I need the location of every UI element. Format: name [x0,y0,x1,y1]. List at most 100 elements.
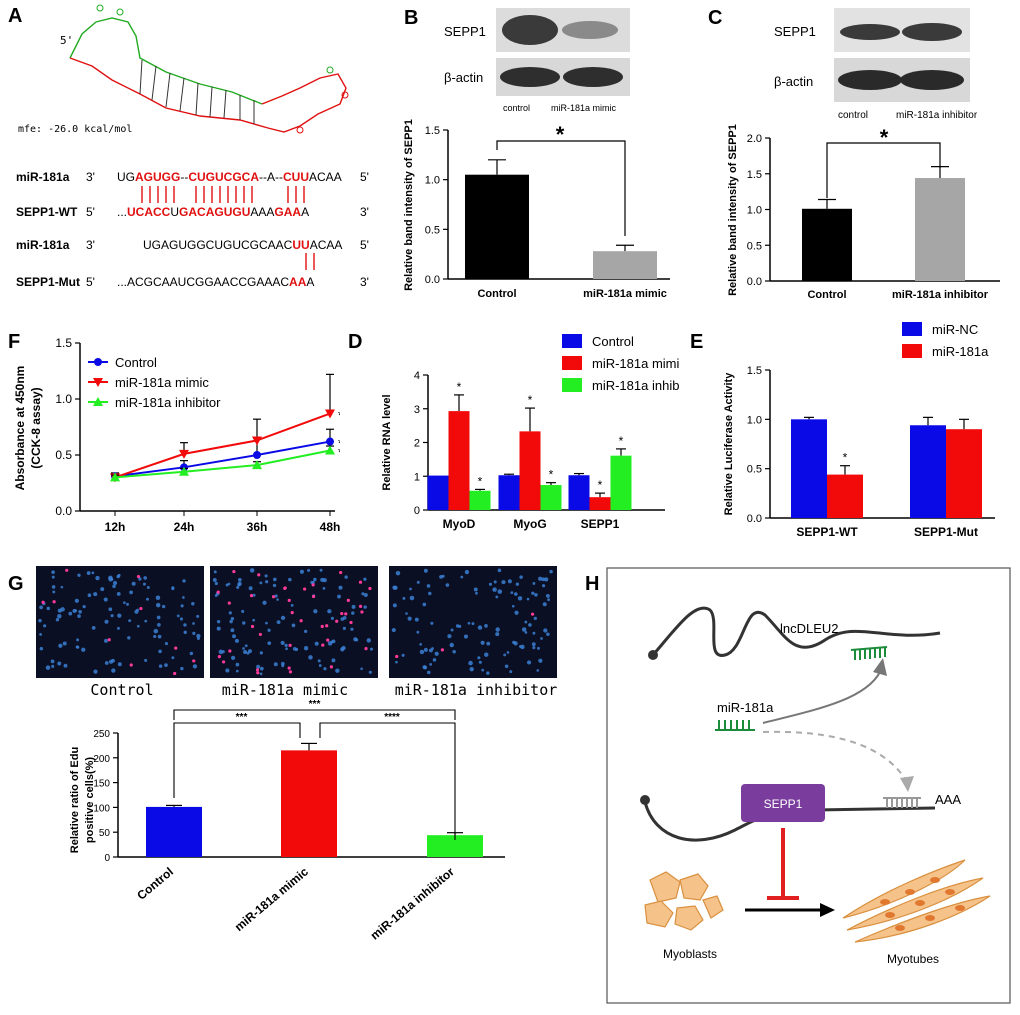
nucleus-dot [513,592,518,596]
nucleus-dot [335,668,340,673]
nucleus-dot [262,600,267,605]
edu-dot [290,611,294,615]
myoblast-cells [644,871,724,931]
significance-star: * [598,478,603,492]
seq-end3: 5' [360,238,369,252]
nucleus-dot [313,577,317,582]
nucleus-dot [538,576,543,581]
western-blot-sepp1 [496,8,630,52]
nucleus-dot [280,615,286,621]
nucleus-dot [116,591,121,596]
diagram-frame [606,567,1011,1004]
significance-star: * [338,446,340,460]
nucleus-dot [392,585,397,590]
significance-label: **** [384,712,400,723]
western-blot-actin [834,58,970,102]
significance-bracket [496,140,626,236]
nucleus-dot [319,568,323,572]
data-point [253,451,261,459]
nucleus-dot [51,575,55,579]
nucleus-dot [57,661,62,666]
nucleus-dot [419,649,425,655]
nucleus-dot [131,581,136,586]
nucleus-dot [244,644,248,648]
nucleus-dot [52,590,56,594]
nucleus-dot [86,571,91,575]
nucleus-dot [38,618,42,623]
y-tick-label: 0 [414,505,420,517]
nucleus-dot [116,575,120,579]
x-tick-label: miR-181a inhibitor [892,289,989,301]
nucleus-dot [428,591,432,596]
nucleus-dot [93,592,98,597]
bar [519,431,541,510]
nucleus-dot [303,645,309,651]
legend-label: Control [115,355,157,370]
nucleus-dot [478,660,482,664]
nucleus-dot [157,623,161,627]
nucleus-dot [430,621,434,625]
nucleus-dot [536,669,540,672]
nucleus-dot [468,660,473,666]
nucleus-dot [267,628,271,632]
edu-dot [221,660,226,664]
seq-end3: 5' [360,170,369,184]
panel-h: H lncDLEU2 miR-181a AAA SEPP1 Myoblasts [585,567,1011,1004]
nucleus-dot [230,617,235,621]
nucleus-dot [407,616,412,621]
x-tick-label: MyoG [513,517,546,531]
nucleus-dot [158,649,162,654]
edu-dot [368,586,372,591]
y-tick-label: 3 [414,404,420,416]
seq-segment: -- [180,170,188,184]
nucleus-dot [252,593,256,597]
legend-swatch [562,378,582,392]
panel-b: B SEPP1 β-actin control miR-181a mimic 0… [403,7,670,300]
panel-e-letter: E [690,331,703,353]
nucleus-dot [526,597,530,601]
bar [791,419,827,518]
nucleus-dot [534,593,538,597]
y-tick-label: 4 [414,370,420,382]
nucleus-dot [531,591,535,595]
seq-segment: A [301,205,309,219]
edu-dot [129,663,133,667]
nucleus-dot [259,672,263,676]
nucleus-dot [221,650,225,654]
nucleus-dot [414,617,419,622]
seq-highlight: CUGUCGCA [188,170,259,184]
nucleus-dot [497,589,503,594]
nucleus-dot [39,646,44,651]
seq-highlight: UU [292,238,309,252]
nucleus-dot [78,610,82,614]
edu-dot [227,601,231,605]
seq-name: miR-181a [16,170,70,184]
nucleus-dot [344,575,348,579]
significance-star: * [549,468,554,482]
nucleus-dot [162,604,166,609]
nucleus-dot [117,662,122,667]
data-point [326,437,334,446]
significance-star: * [338,437,340,451]
y-axis-label: Relative RNA level [381,394,393,490]
edu-dot [311,594,316,599]
nucleus-dot [272,583,277,588]
legend-swatch [562,334,582,348]
nucleus-dot [82,605,86,609]
nucleus-dot [143,576,147,580]
significance-bracket [173,709,456,720]
lane-label: miR-181a mimic [551,103,617,113]
lane-label: control [503,103,530,113]
nucleus-dot [146,597,149,601]
bar [910,425,946,518]
nucleus-dot [265,621,268,625]
nucleus-dot [318,664,322,667]
nucleus-dot [144,619,148,623]
nucleus-dot [426,670,431,675]
binding-site-lnc [850,646,888,660]
nucleus-dot [484,652,489,657]
nucleus-dot [484,624,488,628]
arrowhead [900,776,914,792]
nucleus-dot [317,659,321,663]
significance-label: *** [309,699,321,710]
